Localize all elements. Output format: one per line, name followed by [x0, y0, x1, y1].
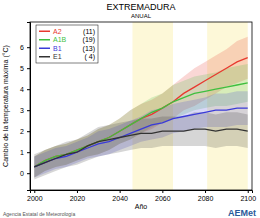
- x-tick-label: 2040: [112, 195, 128, 202]
- legend-label: B1: [53, 45, 62, 52]
- x-tick-label: 2020: [70, 195, 86, 202]
- x-tick-mark: [205, 190, 206, 193]
- y-axis-line: [27, 23, 31, 191]
- series-line: [34, 83, 247, 167]
- range-band: [34, 112, 247, 179]
- y-tick-label: 6: [20, 44, 24, 51]
- y-axis: 0 1 2 3 4 5 6: [20, 23, 30, 191]
- x-tick: 2000: [27, 190, 43, 202]
- legend-box: [36, 25, 98, 63]
- legend-swatch: [39, 31, 50, 33]
- x-tick-mark: [162, 190, 163, 193]
- y-tick: 4: [20, 86, 30, 93]
- y-tick-label: 4: [20, 86, 24, 93]
- legend: A2 (11) A1B (19) B1 (13) E1 ( 4): [36, 25, 98, 63]
- logo: AEMet: [228, 208, 256, 218]
- chart-svg: EXTREMADURAANUAL200020202040206020802100…: [0, 0, 260, 218]
- x-axis: 2000 2020 2040 2060 2080 2100: [27, 190, 256, 202]
- plot-area: [34, 22, 247, 190]
- legend-swatch: [39, 39, 50, 41]
- y-tick-mark: [27, 110, 30, 111]
- legend-label: E1: [53, 53, 62, 60]
- y-tick: 0: [20, 170, 30, 177]
- y-tick-label: 2: [20, 128, 24, 135]
- y-tick-mark: [27, 152, 30, 153]
- y-tick-mark: [27, 89, 30, 90]
- x-tick: 2100: [240, 190, 256, 202]
- y-tick-mark: [27, 68, 30, 69]
- x-tick-label: 2100: [240, 195, 256, 202]
- x-tick-label: 2060: [155, 195, 171, 202]
- y-tick-mark: [27, 47, 30, 48]
- legend-label: A2: [53, 28, 62, 35]
- y-tick: 6: [20, 44, 30, 51]
- legend-count: ( 4): [85, 53, 96, 61]
- legend-label: A1B: [53, 36, 67, 43]
- x-tick-mark: [248, 190, 249, 193]
- series-line: [34, 108, 247, 167]
- y-tick-label: 1: [20, 149, 24, 156]
- source: Agencia Estatal de Meteorología: [3, 211, 75, 217]
- y-axis-label: Cambio de la temperatura máxima (°C): [2, 45, 10, 167]
- series-line: [34, 58, 247, 167]
- x-tick-label: 2080: [198, 195, 214, 202]
- y-tick-label: 3: [20, 107, 24, 114]
- legend-count: (19): [83, 36, 95, 44]
- x-tick: 2060: [155, 190, 171, 202]
- x-tick-mark: [34, 190, 35, 193]
- x-axis-label: Año: [135, 203, 148, 210]
- y-tick-label: 5: [20, 65, 24, 72]
- series-line: [34, 129, 247, 167]
- y-tick: 1: [20, 149, 30, 156]
- x-tick: 2080: [198, 190, 214, 202]
- legend-count: (13): [83, 45, 95, 53]
- y-tick: 5: [20, 65, 30, 72]
- x-tick: 2040: [112, 190, 128, 202]
- y-tick: 2: [20, 128, 30, 135]
- y-tick-label: 0: [20, 170, 24, 177]
- x-axis-line: [31, 191, 253, 194]
- x-tick: 2020: [70, 190, 86, 202]
- legend-swatch: [39, 56, 50, 58]
- plot-frame: [30, 22, 252, 190]
- title: EXTREMADURA: [106, 2, 175, 12]
- y-tick-mark: [27, 173, 30, 174]
- y-tick: 3: [20, 107, 30, 114]
- subtitle: ANUAL: [131, 13, 152, 19]
- legend-swatch: [39, 48, 50, 50]
- x-tick-label: 2000: [27, 195, 43, 202]
- y-tick-mark: [27, 131, 30, 132]
- legend-count: (11): [83, 28, 95, 36]
- x-tick-mark: [77, 190, 78, 193]
- chart-container: EXTREMADURAANUAL200020202040206020802100…: [0, 0, 260, 218]
- x-tick-mark: [120, 190, 121, 193]
